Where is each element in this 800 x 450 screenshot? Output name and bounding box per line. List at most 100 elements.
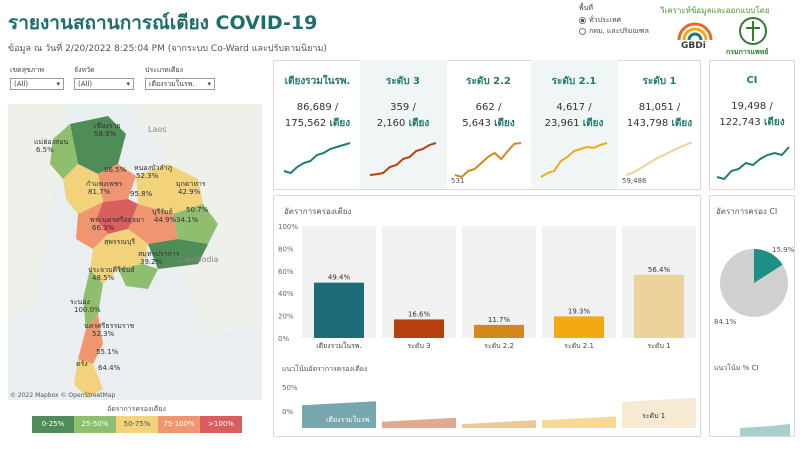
stat-sparkline: [539, 142, 607, 178]
stat-occupied: 86,689 /: [296, 102, 339, 113]
legend-item: 25-50%: [74, 416, 116, 433]
stat-card[interactable]: ระดับ 3 359 / 2,160 เตียง: [359, 60, 447, 188]
gbdi-logo: [677, 22, 713, 41]
province-labels: เชียงราย 58.9% แม่ฮ่องสอน 6.5% 86.5% หนอ…: [34, 122, 209, 372]
y-tick-label: 100%: [278, 223, 298, 231]
dropdown-arrow-icon: ▾: [126, 80, 130, 88]
sparkline-label: 531: [451, 177, 464, 185]
province-pct: 58.9%: [94, 130, 117, 138]
province-name: บุรีรัมย์: [152, 208, 173, 216]
area-selector: พื้นที่ ทั่วประเทศ กทม. และปริมณฑล: [579, 3, 649, 37]
y-tick-label: 0%: [278, 335, 289, 343]
occupancy-bar: [554, 316, 604, 338]
province-pct: 34.1%: [176, 216, 199, 224]
dropdown-arrow-icon: ▾: [56, 80, 60, 88]
ci-total: 122,743 เตียง: [719, 117, 785, 128]
province-pct: 64.4%: [98, 364, 121, 372]
area-option-bangkok[interactable]: กทม. และปริมณฑล: [579, 26, 649, 37]
area-option-nationwide[interactable]: ทั่วประเทศ: [579, 15, 649, 26]
bar-value-label: 16.6%: [408, 310, 431, 318]
y-tick-label: 40%: [278, 290, 294, 298]
bar-background: [462, 226, 536, 338]
trend-area: [462, 420, 536, 428]
legend-title: อัตราการครองเตียง: [107, 405, 166, 413]
province-name: พระนครศรีอยุธยา: [90, 216, 144, 224]
province-pct: 66.3%: [92, 224, 115, 232]
bar-value-label: 49.4%: [328, 274, 351, 282]
bar-category-label: ระดับ 2.2: [484, 342, 514, 350]
stat-title: ระดับ 2.1: [551, 76, 597, 87]
bar-category-label: ระดับ 1: [647, 342, 670, 350]
occupancy-bar: [634, 274, 684, 338]
province-name: นครศรีธรรมราช: [84, 322, 135, 330]
province-pct: 48.5%: [92, 274, 115, 282]
stat-occupied: 662 /: [475, 102, 502, 113]
province-pct: 50.7%: [186, 206, 209, 214]
province-select[interactable]: (All) ▾: [74, 78, 134, 90]
sparkline-path: [539, 142, 607, 178]
province-pct: 6.5%: [36, 146, 54, 154]
trend-area: [302, 401, 376, 428]
trend-label: เตียงรวมในรพ.: [326, 415, 372, 424]
occupancy-bar-chart: 100% 80% 60% 40% 20% 0% 49.4% เตียงรวมในรพ. 16.6…: [278, 223, 696, 350]
stat-occupied: 359 /: [390, 102, 416, 113]
province-pct: 52.3%: [92, 330, 115, 338]
stat-occupied: 4,617 /: [556, 102, 592, 113]
stat-card[interactable]: ระดับ 1 81,051 / 143,798 เตียง 59,486: [616, 60, 703, 188]
moph-logo-text: กรมการแพทย์: [726, 48, 769, 56]
thailand-map[interactable]: Laos Cambodia เชียงราย 58.9% แม่ฮ่องสอน …: [8, 104, 262, 400]
bar-background: [382, 226, 456, 338]
province-pct: 100.0%: [74, 306, 101, 314]
page-title: รายงานสถานการณ์เตียง COVID-19: [8, 12, 318, 34]
stat-card[interactable]: ระดับ 2.1 4,617 / 23,961 เตียง: [530, 60, 618, 188]
radio-icon[interactable]: [579, 17, 586, 24]
ci-pie-chart: [720, 249, 788, 317]
ci-summary-card[interactable]: CI 19,498 / 122,743 เตียง: [709, 60, 795, 190]
ci-trend-area: [740, 424, 790, 436]
stat-card[interactable]: เตียงรวมในรพ. 86,689 / 175,562 เตียง: [274, 60, 361, 188]
y-tick-label: 60%: [278, 268, 294, 276]
legend-item: 50-75%: [116, 416, 158, 433]
ci-sparkline: [716, 146, 790, 181]
province-name: ระนอง: [70, 298, 90, 306]
legend-item: >100%: [200, 416, 242, 433]
ci-title: CI: [746, 75, 758, 86]
province-name: กำแพงเพชร: [86, 180, 122, 188]
health-zone-select[interactable]: (All) ▾: [10, 78, 64, 90]
bar-category-label: ระดับ 3: [407, 342, 430, 350]
province-name: ประจวบคีรีขันธ์: [88, 266, 135, 274]
ci-sparkline-path: [716, 146, 790, 181]
province-pct: 86.5%: [104, 166, 127, 174]
bed-type-select[interactable]: เตียงรวมในรพ. ▾: [145, 78, 215, 90]
stat-title: ระดับ 1: [642, 76, 677, 87]
province-pct: 81.7%: [88, 188, 111, 196]
y-tick-label: 80%: [278, 245, 294, 253]
occupancy-panel: อัตราการครองเตียง 100% 80% 60% 40% 20% 0% 49.4…: [273, 195, 701, 437]
stat-card[interactable]: ระดับ 2.2 662 / 5,643 เตียง 531: [445, 60, 532, 188]
trend-title: แนวโน้มอัตราการครองเตียง: [282, 365, 368, 373]
stat-occupied: 81,051 /: [638, 102, 681, 113]
trend-y-tick: 0%: [282, 408, 293, 416]
bed-summary-panel: [273, 60, 701, 190]
bar-category-label: เตียงรวมในรพ.: [316, 341, 362, 350]
province-pct: 39.2%: [140, 258, 163, 266]
dropdown-arrow-icon: ▾: [207, 80, 211, 88]
trend-area: [622, 397, 696, 428]
trend-area: [542, 416, 616, 428]
ci-occupied: 19,498 /: [731, 101, 773, 112]
stat-title: ระดับ 2.2: [466, 76, 511, 87]
trend-chart: 50% 0% เตียงรวมในรพ. ระดับ 1: [282, 384, 696, 428]
ci-occupancy-panel: อัตราการครอง CI 15.9% 84.1% แนวโน้ม % CI: [709, 195, 795, 437]
ci-rest-pct: 84.1%: [714, 318, 737, 326]
bar-value-label: 11.7%: [488, 316, 511, 324]
radio-icon[interactable]: [579, 28, 586, 35]
occupancy-title: อัตราการครองเตียง: [284, 207, 352, 216]
bar-value-label: 56.4%: [648, 266, 671, 274]
sparkline-label: 59,486: [622, 177, 647, 185]
trend-label: ระดับ 1: [642, 412, 665, 420]
stat-total: 2,160 เตียง: [376, 118, 430, 129]
sparkline-path: [283, 142, 351, 175]
stat-title: ระดับ 3: [385, 76, 421, 87]
province-name: แม่ฮ่องสอน: [34, 138, 68, 146]
